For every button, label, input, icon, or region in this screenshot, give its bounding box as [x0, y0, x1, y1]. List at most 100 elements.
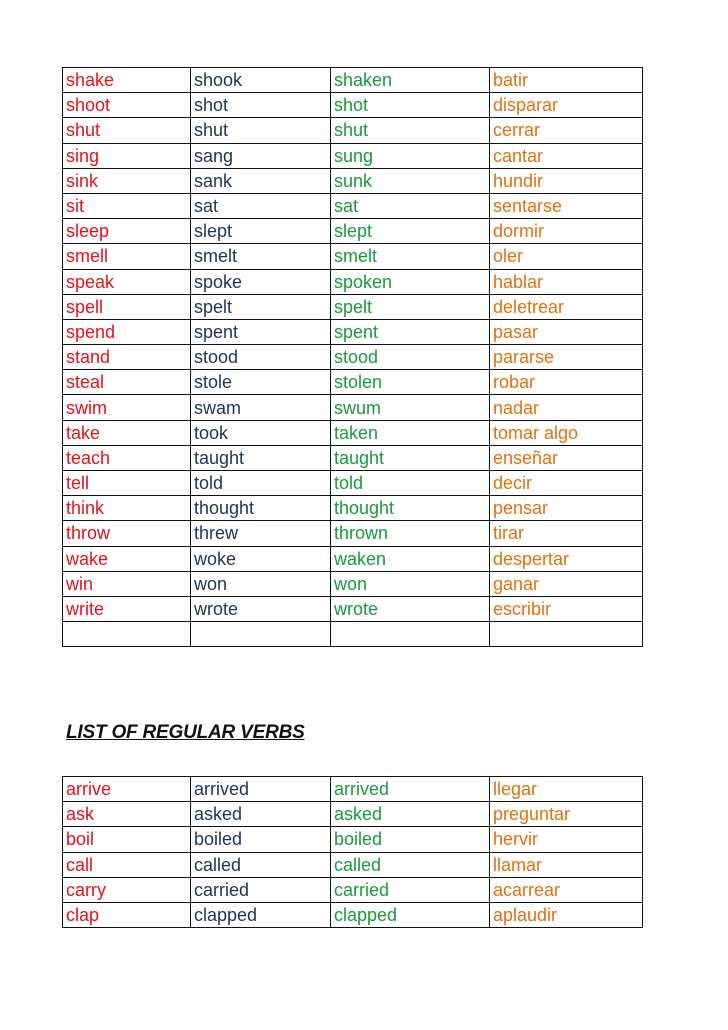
- table-row: win won won ganar: [62, 570, 643, 597]
- cell-past: took: [190, 419, 331, 446]
- table-row: smell smelt smelt oler: [62, 243, 643, 270]
- table-row: clap clapped clapped aplaudir: [62, 901, 643, 929]
- table-row: shoot shot shot disparar: [62, 92, 643, 119]
- cell-participle: called: [330, 851, 490, 878]
- cell-past: asked: [190, 801, 331, 828]
- cell-spanish: nadar: [489, 394, 643, 421]
- cell-spanish: despertar: [489, 545, 643, 572]
- cell-past: shot: [190, 92, 331, 119]
- table-row: sing sang sung cantar: [62, 142, 643, 169]
- cell-past: taught: [190, 444, 331, 472]
- table-row: think thought thought pensar: [62, 495, 643, 522]
- cell-spanish: hervir: [489, 826, 643, 853]
- cell-participle: boiled: [330, 826, 490, 853]
- cell-past: threw: [190, 520, 331, 547]
- irregular-verbs-table: shake shook shaken batir shoot shot shot dispar…: [62, 66, 643, 648]
- cell-participle: taught: [330, 444, 490, 472]
- cell-participle: spent: [330, 318, 490, 346]
- cell-base: tell: [62, 469, 191, 497]
- cell-spanish: enseñar: [489, 444, 643, 472]
- cell-base: arrive: [62, 775, 191, 803]
- cell-base: carry: [62, 876, 191, 903]
- table-row: ask asked asked preguntar: [62, 801, 643, 828]
- cell-participle: thrown: [330, 520, 490, 547]
- cell-base: ask: [62, 801, 191, 828]
- cell-past: arrived: [190, 775, 331, 803]
- table-row: arrive arrived arrived llegar: [62, 775, 643, 803]
- table-row: shut shut shut cerrar: [62, 117, 643, 144]
- cell-spanish: dormir: [489, 218, 643, 245]
- cell-spanish: batir: [489, 66, 643, 94]
- cell-base: teach: [62, 444, 191, 472]
- cell-spanish: hundir: [489, 167, 643, 194]
- cell-base: take: [62, 419, 191, 446]
- cell-past: spelt: [190, 293, 331, 320]
- cell-participle: stolen: [330, 369, 490, 396]
- cell-spanish: pensar: [489, 495, 643, 522]
- cell-past: boiled: [190, 826, 331, 853]
- cell-participle: sat: [330, 192, 490, 220]
- cell-spanish: aplaudir: [489, 901, 643, 929]
- cell-participle: swum: [330, 394, 490, 421]
- cell-spanish: acarrear: [489, 876, 643, 903]
- cell-base: sink: [62, 167, 191, 194]
- cell-participle: waken: [330, 545, 490, 572]
- cell-participle: sunk: [330, 167, 490, 194]
- cell-base: sing: [62, 142, 191, 169]
- cell-spanish: cerrar: [489, 117, 643, 144]
- cell-participle: shaken: [330, 66, 490, 94]
- cell-past: smelt: [190, 243, 331, 270]
- cell-participle: slept: [330, 218, 490, 245]
- cell-spanish: escribir: [489, 595, 643, 623]
- cell-base: spend: [62, 318, 191, 346]
- cell-spanish: robar: [489, 369, 643, 396]
- cell-past: clapped: [190, 901, 331, 929]
- cell-participle: taken: [330, 419, 490, 446]
- cell-spanish: decir: [489, 469, 643, 497]
- cell-past: won: [190, 570, 331, 597]
- table-row: wake woke waken despertar: [62, 545, 643, 572]
- cell-base: [62, 621, 191, 648]
- cell-spanish: pararse: [489, 344, 643, 371]
- cell-participle: spoken: [330, 268, 490, 295]
- cell-past: shut: [190, 117, 331, 144]
- table-row: shake shook shaken batir: [62, 66, 643, 94]
- cell-base: think: [62, 495, 191, 522]
- cell-past: shook: [190, 66, 331, 94]
- cell-base: boil: [62, 826, 191, 853]
- table-row: spell spelt spelt deletrear: [62, 293, 643, 320]
- cell-base: steal: [62, 369, 191, 396]
- cell-spanish: disparar: [489, 92, 643, 119]
- cell-spanish: oler: [489, 243, 643, 270]
- cell-spanish: tirar: [489, 520, 643, 547]
- cell-past: carried: [190, 876, 331, 903]
- cell-base: sit: [62, 192, 191, 220]
- cell-participle: stood: [330, 344, 490, 371]
- cell-participle: told: [330, 469, 490, 497]
- table-row: sleep slept slept dormir: [62, 218, 643, 245]
- cell-spanish: llamar: [489, 851, 643, 878]
- cell-past: sat: [190, 192, 331, 220]
- table-row: steal stole stolen robar: [62, 369, 643, 396]
- cell-past: stood: [190, 344, 331, 371]
- cell-participle: shut: [330, 117, 490, 144]
- cell-participle: won: [330, 570, 490, 597]
- table-row: boil boiled boiled hervir: [62, 826, 643, 853]
- cell-participle: carried: [330, 876, 490, 903]
- cell-base: write: [62, 595, 191, 623]
- cell-past: sang: [190, 142, 331, 169]
- cell-spanish: hablar: [489, 268, 643, 295]
- cell-base: win: [62, 570, 191, 597]
- table-row: take took taken tomar algo: [62, 419, 643, 446]
- table-row: carry carried carried acarrear: [62, 876, 643, 903]
- cell-past: woke: [190, 545, 331, 572]
- cell-spanish: pasar: [489, 318, 643, 346]
- cell-past: [190, 621, 331, 648]
- table-row: stand stood stood pararse: [62, 344, 643, 371]
- cell-base: throw: [62, 520, 191, 547]
- cell-spanish: ganar: [489, 570, 643, 597]
- cell-base: spell: [62, 293, 191, 320]
- cell-spanish: [489, 621, 643, 648]
- cell-spanish: deletrear: [489, 293, 643, 320]
- cell-participle: shot: [330, 92, 490, 119]
